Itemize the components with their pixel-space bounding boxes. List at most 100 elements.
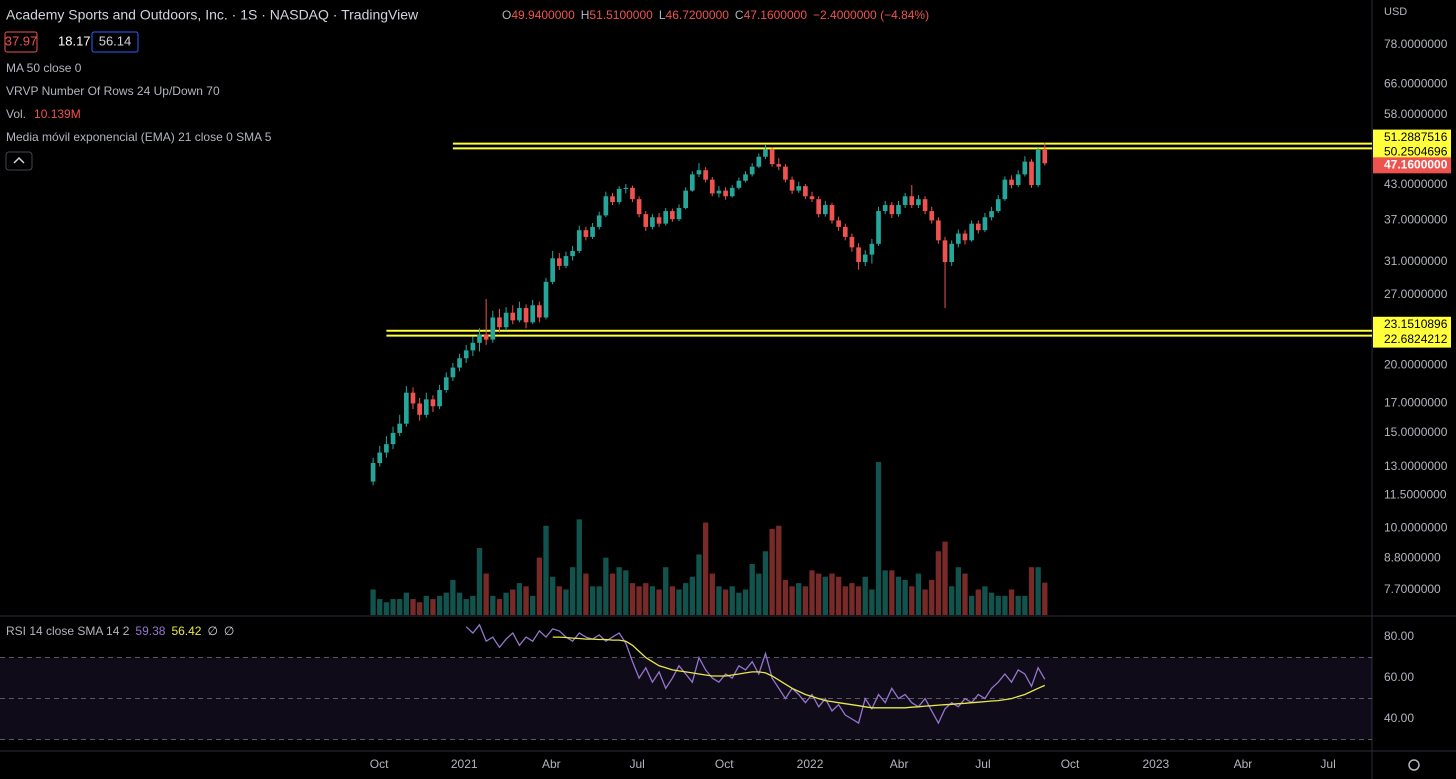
candle-body xyxy=(836,220,841,227)
volume-bar xyxy=(789,586,795,615)
ohlc-value: 49.9400000 xyxy=(511,8,575,22)
volume-bar xyxy=(683,583,689,615)
volume-bar xyxy=(616,567,622,615)
candle-body xyxy=(616,188,622,203)
y-tick-label: 13.0000000 xyxy=(1384,459,1448,473)
volume-bar xyxy=(729,586,735,615)
volume-bar xyxy=(962,573,968,615)
volume-bar xyxy=(430,599,436,615)
volume-bar xyxy=(483,573,489,615)
y-tick-label: 7.7000000 xyxy=(1384,582,1441,596)
volume-bar xyxy=(583,573,589,615)
volume-bar xyxy=(609,573,616,615)
x-tick-label: Jul xyxy=(629,757,644,771)
rsi-value: ∅ xyxy=(224,624,234,638)
candle-body xyxy=(503,312,509,328)
candle-body xyxy=(723,190,728,197)
candle-body xyxy=(470,342,476,351)
volume-bar xyxy=(1042,582,1048,615)
candle-body xyxy=(1009,179,1014,186)
rsi-value: ∅ xyxy=(207,624,217,638)
candle-body xyxy=(929,211,935,221)
rsi-line xyxy=(465,623,1046,725)
candle-body xyxy=(623,187,629,189)
candle-body xyxy=(556,258,562,266)
candle-body xyxy=(716,190,722,194)
volume-bar xyxy=(862,576,868,615)
candle-body xyxy=(823,205,828,215)
candle-body xyxy=(596,215,602,227)
level-tag xyxy=(1373,331,1451,348)
candle-body xyxy=(490,317,496,340)
volume-bar xyxy=(676,589,682,615)
volume-bar xyxy=(450,579,456,615)
ohlc-key: H xyxy=(581,8,590,22)
settings-icon[interactable] xyxy=(1408,759,1420,771)
candle-body xyxy=(683,190,688,209)
candle-body xyxy=(643,214,649,227)
x-tick-label: Jul xyxy=(1320,757,1335,771)
volume-bar xyxy=(576,519,582,615)
volume-bar xyxy=(849,583,855,615)
rsi-label: RSI 14 close SMA 14 2 xyxy=(6,624,130,638)
candle-body xyxy=(390,432,396,445)
candle-body xyxy=(809,196,815,200)
candle-body xyxy=(1002,179,1008,200)
collapse-button[interactable] xyxy=(5,151,33,171)
level-tag xyxy=(1373,316,1451,333)
rsi-tick-label: 40.00 xyxy=(1384,711,1414,725)
volume-bar xyxy=(769,528,775,615)
x-tick-label: Abr xyxy=(890,757,909,771)
volume-bar xyxy=(496,599,503,615)
volume-bar xyxy=(702,522,709,615)
volume-bar xyxy=(603,557,609,615)
rsi-tick-label: 60.00 xyxy=(1384,670,1414,684)
candle-body xyxy=(417,403,422,415)
candle-body xyxy=(729,187,735,197)
y-tick-label: 17.0000000 xyxy=(1384,396,1448,410)
volume-bar xyxy=(909,586,915,615)
volume-bar xyxy=(669,586,676,615)
volume-bar xyxy=(709,573,715,615)
y-tick-label: 11.5000000 xyxy=(1384,488,1447,502)
volume-bar xyxy=(1002,595,1008,615)
candle-body xyxy=(803,186,808,197)
volume-bar xyxy=(596,586,602,615)
candle-body xyxy=(1042,149,1048,164)
x-tick-label: 2022 xyxy=(797,757,824,771)
candle-body xyxy=(995,199,1001,212)
collapse-icon xyxy=(13,156,25,164)
indicator-value: 10.139M xyxy=(34,107,81,121)
volume-bar xyxy=(589,586,596,615)
volume-bar xyxy=(902,579,908,615)
candle-body xyxy=(902,196,908,206)
volume-bar xyxy=(476,548,483,615)
y-tick-label: 27.0000000 xyxy=(1384,287,1448,301)
volume-bar xyxy=(942,541,948,615)
candle-body xyxy=(537,305,542,318)
candle-body xyxy=(510,312,516,321)
candle-body xyxy=(563,256,569,266)
candle-body xyxy=(956,233,961,244)
candle-body xyxy=(936,220,941,241)
volume-bar xyxy=(623,570,629,615)
candle-body xyxy=(856,247,861,263)
volume-bar xyxy=(995,595,1001,615)
candle-body xyxy=(583,230,589,237)
volume-bar xyxy=(822,576,828,615)
volume-bar xyxy=(816,573,822,615)
level-label: 50.2504696 xyxy=(1384,145,1448,159)
indicator: Vol. 10.139M xyxy=(6,107,81,121)
candle-body xyxy=(517,308,522,321)
candle-body xyxy=(969,223,974,241)
candle-body xyxy=(457,358,462,368)
candle-body xyxy=(756,156,762,167)
candle-body xyxy=(749,166,755,175)
candle-body xyxy=(842,226,848,237)
candle-body xyxy=(370,463,376,482)
candle-body xyxy=(989,211,994,218)
volume-bar xyxy=(523,586,529,615)
x-tick-label: Abr xyxy=(1234,757,1253,771)
rsi-tick-label: 80.00 xyxy=(1384,629,1414,643)
